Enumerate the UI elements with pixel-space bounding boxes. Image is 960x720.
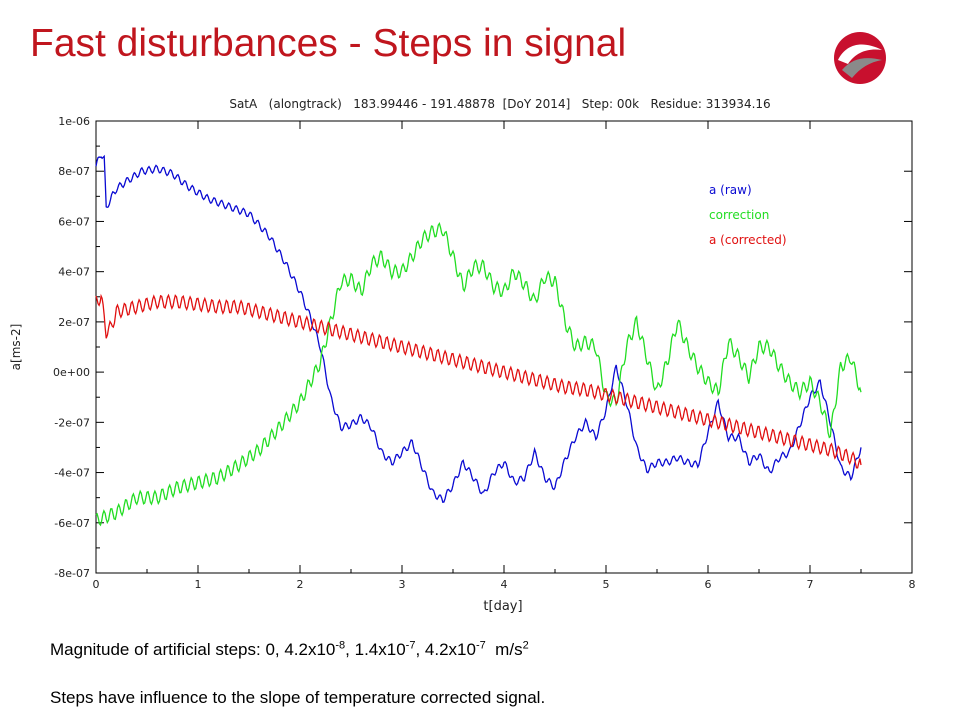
caption-unit: m/s: [485, 640, 523, 659]
y-axis-ticks: -8e-07 -6e-07 -4e-07 -2e-07 0e+00 2e-07 4e-07 6…: [53, 115, 912, 580]
slope-influence-caption: Steps have influence to the slope of tem…: [50, 688, 546, 707]
y-tick-label: 8e-07: [58, 165, 90, 178]
y-tick-label: 2e-07: [58, 316, 90, 329]
x-tick-label: 3: [399, 578, 406, 591]
caption-sep-1: , 1.4x10: [345, 640, 406, 659]
x-tick-label: 8: [909, 578, 916, 591]
caption-prefix: Magnitude of artificial steps: 0, 4.2x10: [50, 640, 336, 659]
legend-label-1: correction: [709, 208, 769, 222]
x-tick-label: 0: [93, 578, 100, 591]
x-tick-label: 1: [195, 578, 202, 591]
x-tick-label: 6: [705, 578, 712, 591]
series-line-1: [95, 221, 862, 527]
exp-3: -7: [475, 639, 486, 652]
x-axis-ticks: 0 1 2 3 4 5 6 7 8: [93, 121, 916, 591]
y-tick-label: -2e-07: [54, 416, 90, 429]
x-tick-label: 4: [501, 578, 508, 591]
legend-label-0: a (raw): [709, 183, 752, 197]
exp-1: -8: [335, 639, 346, 652]
exp-2: -7: [405, 639, 416, 652]
y-tick-label: -4e-07: [54, 467, 90, 480]
series-line-2: [95, 293, 862, 469]
logo-swoosh: [838, 44, 882, 64]
x-tick-label: 7: [807, 578, 814, 591]
y-tick-label: 1e-06: [58, 115, 90, 128]
steps-magnitude-caption: Magnitude of artificial steps: 0, 4.2x10…: [50, 640, 529, 660]
legend-label-2: a (corrected): [709, 233, 787, 247]
company-logo: [834, 32, 886, 84]
y-tick-label: 6e-07: [58, 215, 90, 228]
y-tick-label: -8e-07: [54, 567, 90, 580]
legend: a (raw) correction a (corrected): [709, 183, 787, 247]
y-tick-label: 4e-07: [58, 266, 90, 279]
y-tick-label: 0e+00: [53, 366, 90, 379]
x-tick-label: 2: [297, 578, 304, 591]
x-axis-label: t[day]: [483, 599, 522, 614]
slide-title: Fast disturbances - Steps in signal: [30, 22, 627, 65]
unit-exp: 2: [522, 639, 529, 652]
series-lines: [95, 154, 862, 527]
y-tick-label: -6e-07: [54, 517, 90, 530]
series-line-0: [95, 154, 862, 503]
chart-title: SatA (alongtrack) 183.99446 - 191.48878 …: [229, 97, 770, 111]
chart: SatA (alongtrack) 183.99446 - 191.48878 …: [9, 97, 916, 614]
x-tick-label: 5: [603, 578, 610, 591]
logo-swoosh-grey: [842, 58, 882, 78]
y-axis-label: a[ms-2]: [9, 324, 23, 371]
caption-sep-2: , 4.2x10: [415, 640, 476, 659]
plot-frame: [95, 120, 913, 574]
